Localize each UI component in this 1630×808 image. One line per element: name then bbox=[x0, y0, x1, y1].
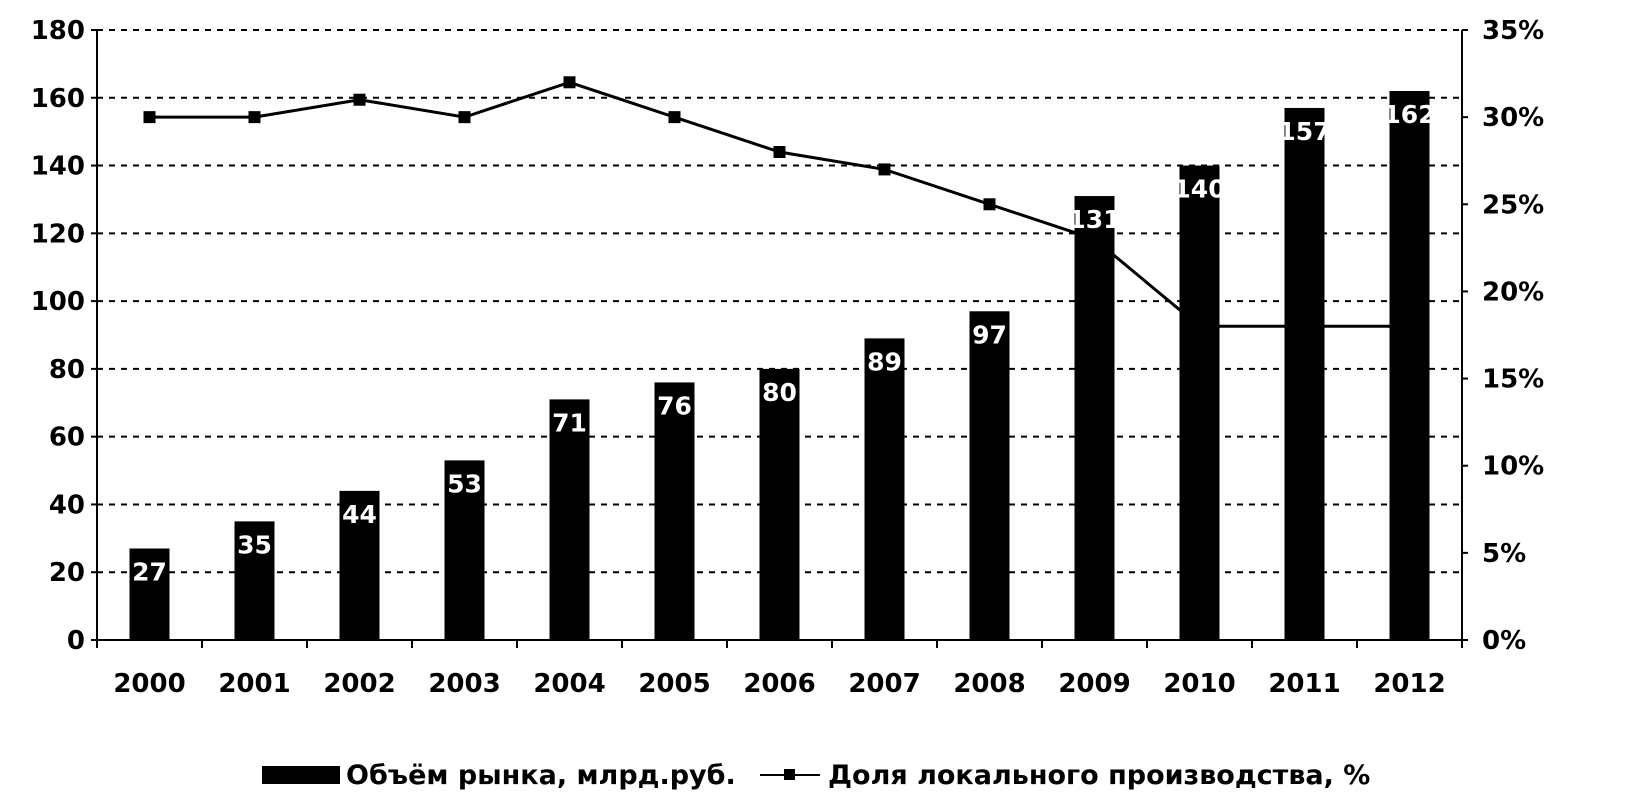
data-label-2010: 140 bbox=[1173, 175, 1225, 204]
bar-2005 bbox=[654, 382, 695, 640]
line-marker-2000 bbox=[143, 111, 156, 124]
data-label-2002: 44 bbox=[342, 500, 377, 529]
data-label-2001: 35 bbox=[237, 530, 272, 559]
data-label-2009: 131 bbox=[1068, 205, 1120, 234]
x-tick-label: 2006 bbox=[743, 669, 815, 699]
right-tick-label: 0% bbox=[1482, 626, 1526, 656]
bar-2008 bbox=[969, 311, 1010, 640]
x-tick-label: 2011 bbox=[1268, 669, 1340, 699]
x-tick-label: 2004 bbox=[533, 669, 605, 699]
bar-2010 bbox=[1179, 165, 1220, 641]
right-tick-label: 35% bbox=[1482, 16, 1544, 46]
line-marker-2012 bbox=[1403, 320, 1416, 333]
legend-label-local-production: Доля локального производства, % bbox=[828, 759, 1371, 791]
x-tick-label: 2012 bbox=[1373, 669, 1445, 699]
bar-2001 bbox=[234, 521, 275, 640]
legend-line-swatch bbox=[760, 767, 820, 783]
left-tick-label: 20 bbox=[49, 558, 85, 588]
left-tick-label: 180 bbox=[31, 16, 85, 46]
right-tick-label: 15% bbox=[1482, 365, 1544, 395]
line-path bbox=[149, 80, 1410, 328]
bar-2009 bbox=[1074, 196, 1115, 641]
line-marker-2002 bbox=[353, 93, 366, 106]
line-marker-2005 bbox=[668, 111, 681, 124]
x-tick-label: 2000 bbox=[113, 669, 185, 699]
legend-label-market-volume: Объём рынка, млрд.руб. bbox=[346, 759, 736, 791]
data-label-2003: 53 bbox=[447, 469, 482, 498]
data-label-2008: 97 bbox=[972, 320, 1007, 349]
left-tick-label: 100 bbox=[31, 287, 85, 317]
left-tick-label: 0 bbox=[67, 626, 85, 656]
x-tick-label: 2005 bbox=[638, 669, 710, 699]
left-tick-label: 40 bbox=[49, 490, 85, 520]
x-tick-label: 2009 bbox=[1058, 669, 1130, 699]
legend-item-market-volume: Объём рынка, млрд.руб. bbox=[262, 755, 736, 795]
legend: Объём рынка, млрд.руб. Доля локального п… bbox=[0, 755, 1630, 795]
x-tick-label: 2003 bbox=[428, 669, 500, 699]
line-marker-2007 bbox=[878, 163, 891, 176]
data-label-2007: 89 bbox=[867, 347, 902, 376]
x-tick-label: 2007 bbox=[848, 669, 920, 699]
data-label-2000: 27 bbox=[132, 558, 167, 587]
data-label-2012: 162 bbox=[1383, 100, 1435, 129]
axes: 0 20 40 60 80 100 120 140 160 180 0% 5% 10% 15% 20% 25%… bbox=[31, 16, 1545, 699]
bar-2000 bbox=[129, 548, 170, 640]
line-marker-2006 bbox=[773, 146, 786, 158]
legend-item-local-production: Доля локального производства, % bbox=[760, 755, 1370, 795]
left-tick-label: 140 bbox=[31, 152, 85, 182]
x-tick-label: 2001 bbox=[218, 669, 290, 699]
x-tick-label: 2010 bbox=[1163, 669, 1235, 699]
line-series bbox=[143, 76, 1416, 333]
data-label-2004: 71 bbox=[552, 408, 587, 437]
data-label-2006: 80 bbox=[762, 378, 797, 407]
line-marker-2001 bbox=[248, 111, 261, 124]
bar-2011 bbox=[1284, 107, 1325, 640]
right-tick-label: 20% bbox=[1482, 277, 1544, 307]
left-tick-label: 120 bbox=[31, 219, 85, 249]
data-label-2005: 76 bbox=[657, 391, 692, 420]
line-marker-2004 bbox=[563, 76, 576, 89]
x-tick-label: 2002 bbox=[323, 669, 395, 699]
left-tick-label: 80 bbox=[49, 355, 85, 385]
combo-chart: 27 35 44 53 71 76 80 89 97 131 140 157 162 0 20 40 60 80… bbox=[31, 16, 1545, 699]
bar-2003 bbox=[444, 460, 485, 640]
bar-2006 bbox=[759, 368, 800, 640]
right-tick-label: 5% bbox=[1482, 539, 1526, 569]
right-tick-label: 25% bbox=[1482, 190, 1544, 220]
bar-series bbox=[129, 91, 1430, 641]
right-tick-label: 30% bbox=[1482, 103, 1544, 133]
line-marker-2008 bbox=[983, 198, 996, 211]
left-tick-label: 160 bbox=[31, 84, 85, 114]
line-marker-2003 bbox=[458, 111, 471, 124]
line-marker-2009 bbox=[1088, 233, 1101, 246]
legend-bar-swatch bbox=[262, 766, 340, 784]
left-tick-label: 60 bbox=[49, 423, 85, 453]
x-tick-label: 2008 bbox=[953, 669, 1025, 699]
bar-2004 bbox=[549, 399, 590, 640]
right-tick-label: 10% bbox=[1482, 452, 1544, 482]
data-label-2011: 157 bbox=[1278, 117, 1330, 146]
line-marker-2010 bbox=[1193, 320, 1206, 333]
data-labels: 27 35 44 53 71 76 80 89 97 131 140 157 162 bbox=[132, 100, 1435, 587]
bar-2012 bbox=[1389, 91, 1430, 640]
bar-2007 bbox=[864, 338, 905, 640]
line-marker-2011 bbox=[1298, 320, 1311, 333]
bar-2002 bbox=[339, 490, 380, 640]
